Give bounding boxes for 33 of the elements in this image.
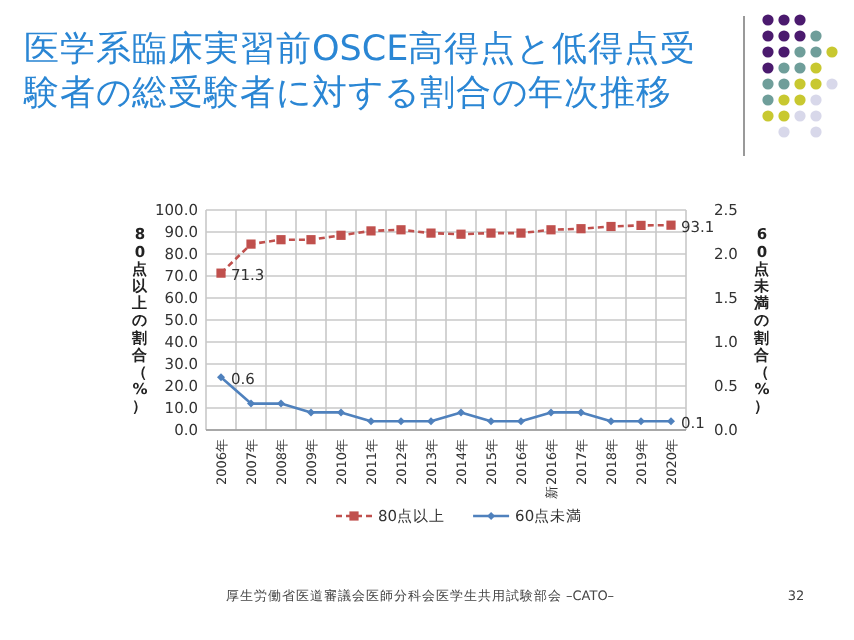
point: [457, 408, 465, 417]
point: [576, 224, 586, 234]
point: [456, 229, 466, 239]
point: [487, 417, 495, 426]
point: [637, 417, 645, 426]
point: [246, 239, 256, 249]
point: [426, 228, 436, 238]
point: [546, 225, 556, 235]
point: [607, 417, 615, 426]
point: [247, 399, 255, 408]
point: [217, 373, 225, 382]
chart-title: 医学系臨床実習前OSCE高得点と低得点受験者の総受験者に対する割合の年次推移: [22, 28, 697, 114]
point: [516, 228, 526, 238]
point: [396, 225, 406, 235]
point: [276, 235, 286, 245]
point: [336, 230, 346, 240]
point: [216, 268, 226, 278]
point: [337, 408, 345, 417]
point: [277, 399, 285, 408]
point: [666, 220, 676, 230]
point: [397, 417, 405, 426]
point: [517, 417, 525, 426]
point: [486, 228, 496, 238]
point: [367, 417, 375, 426]
point: [306, 235, 316, 245]
point: [577, 408, 585, 417]
point: [667, 417, 675, 426]
point: [606, 221, 616, 232]
point: [547, 408, 555, 417]
point: [366, 226, 376, 236]
point: [307, 408, 315, 417]
point: [427, 417, 435, 426]
point: [636, 220, 646, 230]
